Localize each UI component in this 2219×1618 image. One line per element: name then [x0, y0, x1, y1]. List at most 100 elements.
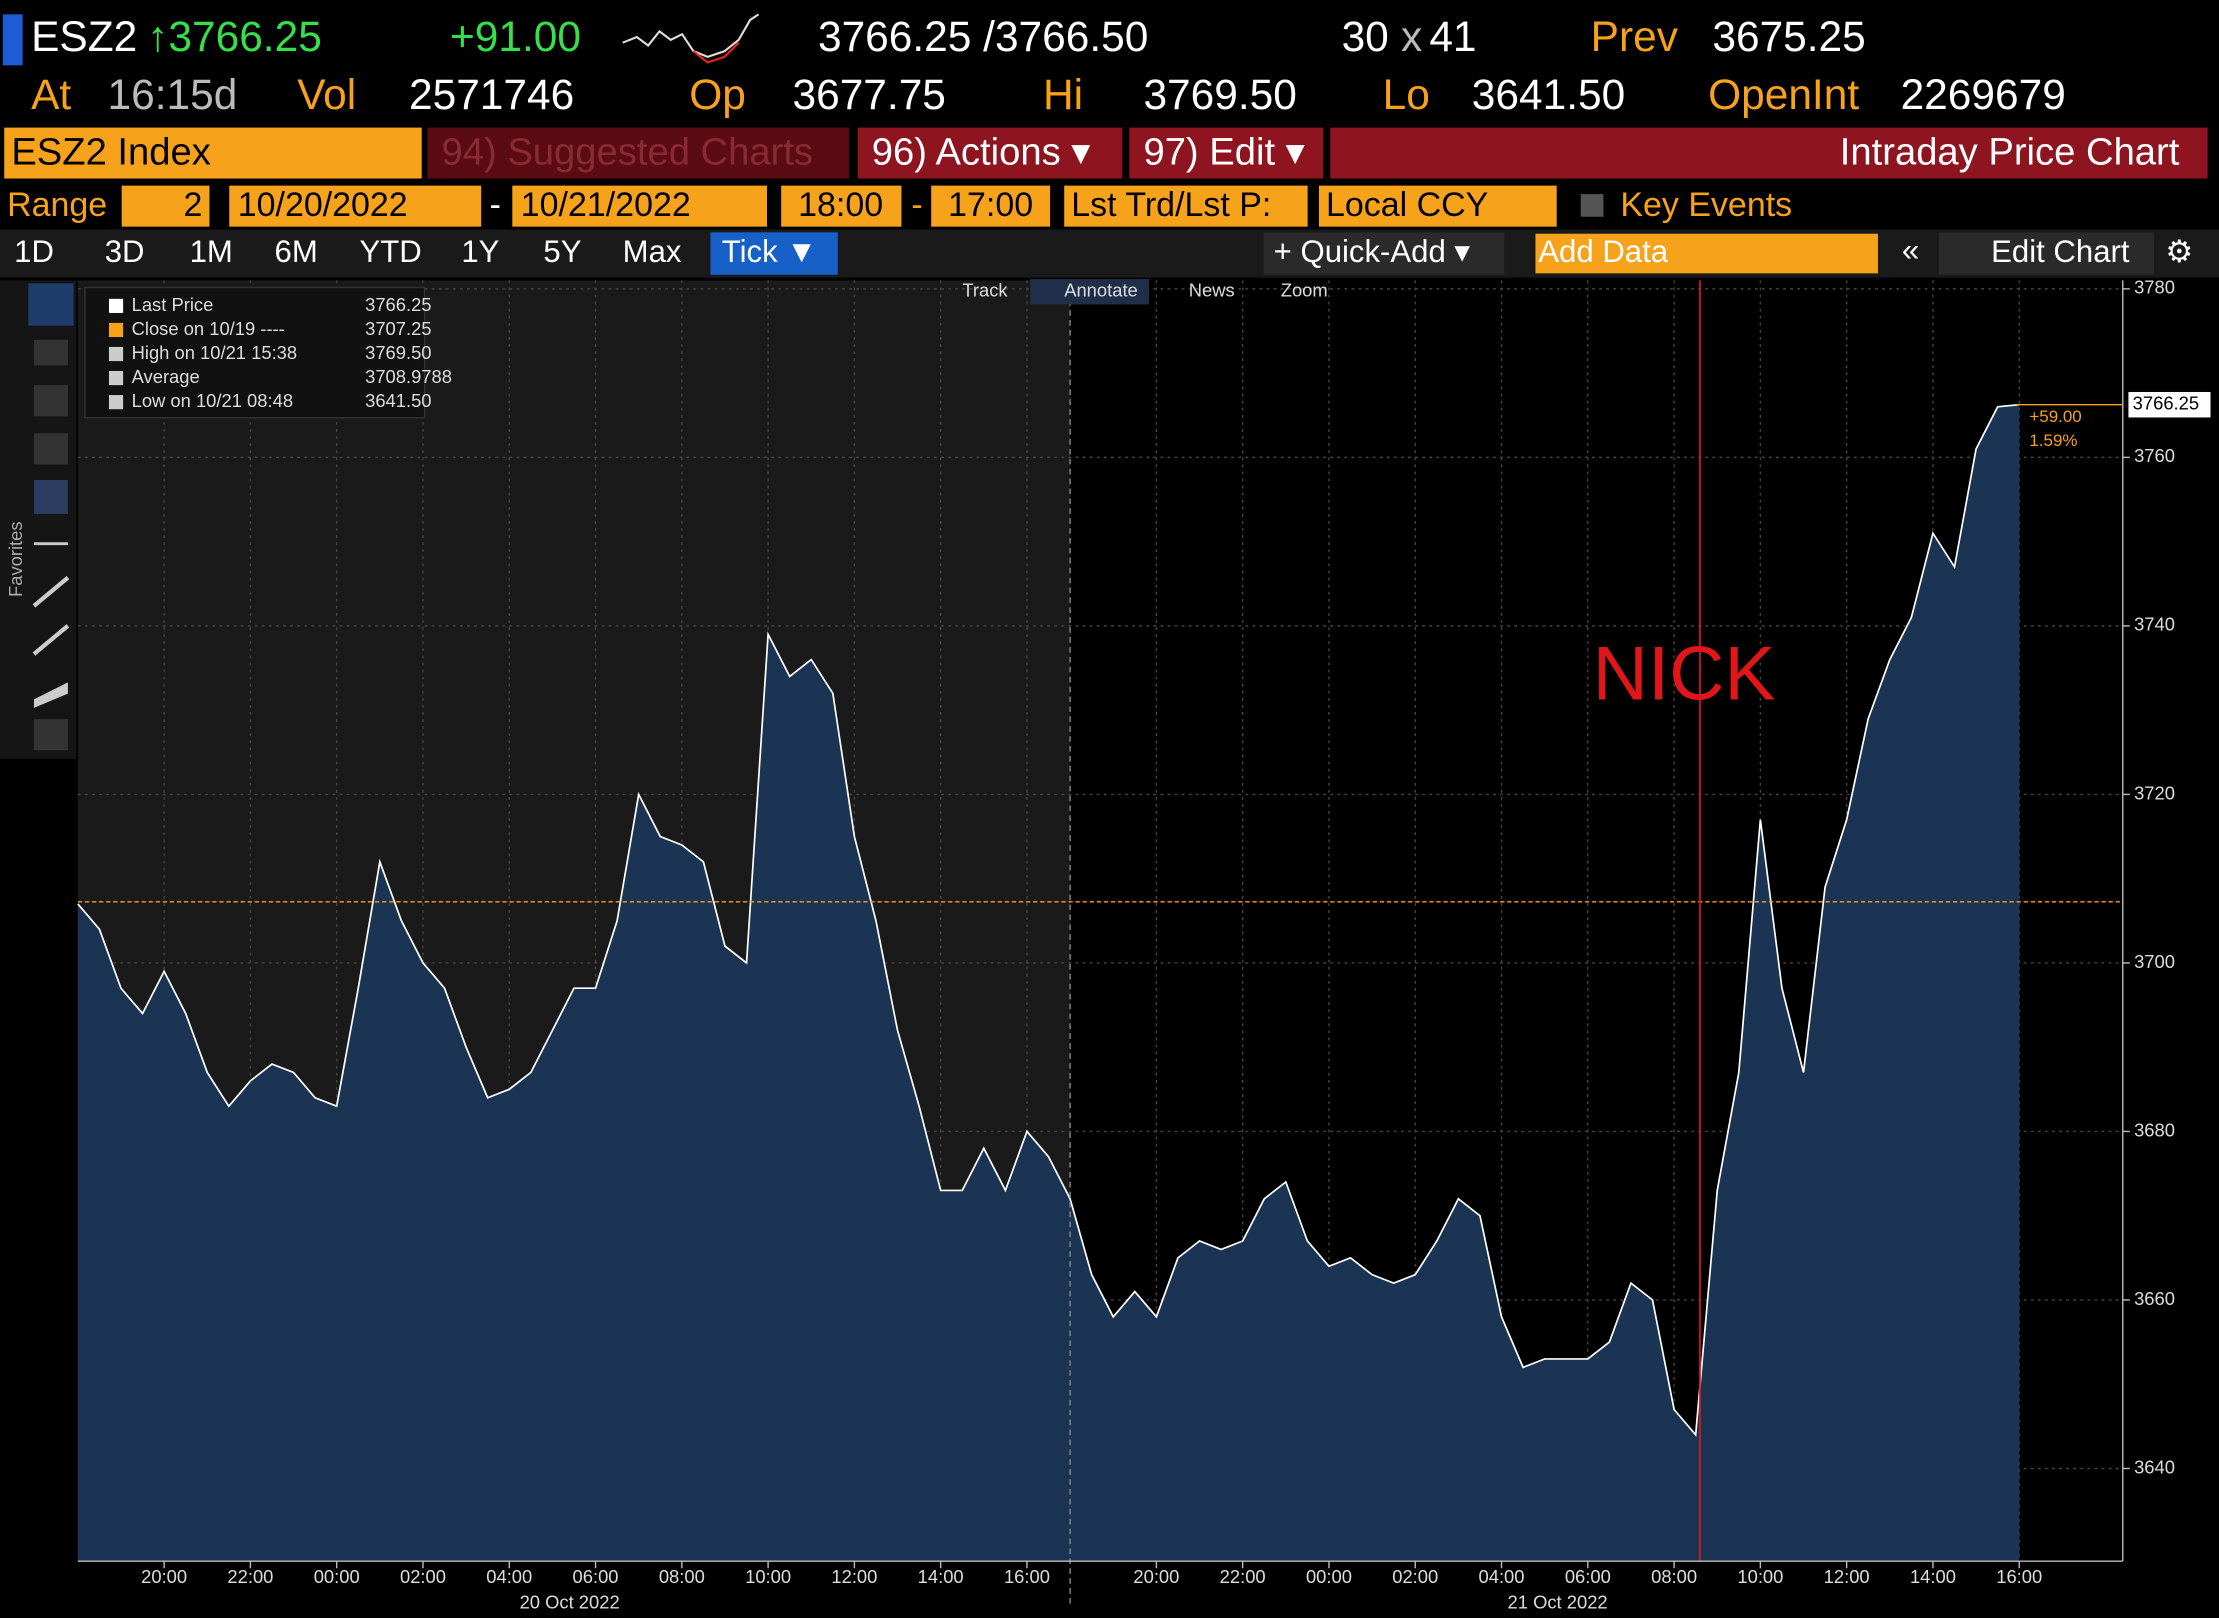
change-tag: +59.00	[2029, 407, 2081, 426]
range-label: Range	[7, 186, 107, 224]
tool-text[interactable]	[33, 479, 68, 514]
y-tick-label: 3720	[2134, 782, 2175, 803]
settings[interactable]: ⚙	[2165, 234, 2193, 269]
period-button[interactable]: 1D	[14, 234, 54, 269]
tool-dollar[interactable]	[33, 433, 68, 465]
start-time[interactable]: 18:00	[798, 186, 883, 224]
period-button[interactable]: 1M	[190, 234, 233, 269]
actions[interactable]: 96) Actions ▾	[872, 131, 1091, 174]
period-button[interactable]: 5Y	[543, 234, 581, 269]
time-dash: -	[911, 186, 922, 224]
actions-button[interactable]	[857, 127, 1123, 179]
last-price-tag: 3766.25	[2133, 393, 2199, 414]
quick-add-button[interactable]	[1263, 232, 1505, 275]
tool-ray[interactable]	[32, 624, 70, 656]
legend-value: 3769.50	[365, 342, 431, 363]
security-box[interactable]	[4, 127, 422, 179]
field[interactable]: Lst Trd/Lst P:	[1071, 186, 1271, 224]
security[interactable]: ESZ2 Index	[11, 131, 211, 174]
period-button[interactable]: 1Y	[461, 234, 499, 269]
currency-box[interactable]	[1318, 185, 1557, 227]
chart-tab[interactable]: Track	[962, 280, 1008, 301]
collapse[interactable]: «	[1902, 232, 1919, 267]
x-tick-label: 10:00	[745, 1566, 791, 1587]
tool-pct[interactable]	[33, 385, 68, 417]
x-tick-label: 06:00	[1565, 1566, 1611, 1587]
page-title: Intraday Price Chart	[1840, 131, 2180, 174]
prev-value: 3675.25	[1712, 13, 1865, 60]
x-tick-label: 12:00	[1824, 1566, 1870, 1587]
start-date[interactable]: 10/20/2022	[238, 186, 408, 224]
key-events-checkbox[interactable]	[1580, 194, 1604, 217]
range-count[interactable]: 2	[183, 186, 202, 224]
key-events[interactable]: Key Events	[1620, 186, 1792, 224]
period-button[interactable]: Tick ▼	[722, 234, 817, 269]
period-active[interactable]	[710, 232, 838, 275]
period-button[interactable]: YTD	[359, 234, 421, 269]
add-data-box[interactable]	[1535, 233, 1878, 274]
last-price-tag-box	[2128, 391, 2211, 418]
end-time-box[interactable]	[931, 185, 1051, 227]
y-tick-label: 3760	[2134, 445, 2175, 466]
edit-chart[interactable]: Edit Chart	[1991, 234, 2130, 269]
change-pct-tag: 1.59%	[2029, 431, 2077, 450]
end-date-box[interactable]	[512, 185, 768, 227]
net-change: +91.00	[450, 13, 581, 60]
sparkline-down	[692, 41, 740, 64]
last-price: ↑3766.25	[147, 13, 322, 60]
date-dash: -	[490, 186, 501, 224]
x-tick-label: 08:00	[1651, 1566, 1697, 1587]
edit-chart-button[interactable]	[1938, 232, 2154, 275]
chart-tab[interactable]: Zoom	[1281, 280, 1328, 301]
chart-tab[interactable]: Annotate	[1064, 280, 1138, 301]
x-tick-label: 14:00	[918, 1566, 964, 1587]
period-button[interactable]: 3D	[105, 234, 145, 269]
start-time-box[interactable]	[781, 185, 902, 227]
period-buttons: 1D 3D 1M 6M YTD 1Y 5Y Max Tick ▼	[14, 232, 838, 275]
legend-name: Close on 10/19 ----	[132, 318, 285, 339]
suggested-button[interactable]	[427, 127, 850, 179]
lo-label: Lo	[1383, 71, 1430, 118]
hi-label: Hi	[1043, 71, 1083, 118]
add-data[interactable]: Add Data	[1538, 234, 1668, 269]
chart-tab[interactable]: News	[1189, 280, 1235, 301]
size-separator: x	[1401, 13, 1422, 60]
at-label: At	[31, 71, 71, 118]
quick-add[interactable]: + Quick-Add ▾	[1274, 234, 1471, 269]
suggested[interactable]: 94) Suggested Charts	[442, 131, 814, 174]
y-tick-label: 3640	[2134, 1456, 2175, 1477]
annotation: NICK	[1593, 632, 1776, 717]
prev-label: Prev	[1591, 13, 1679, 60]
field-box[interactable]	[1064, 185, 1308, 227]
legend-swatch	[108, 395, 124, 410]
period-bar	[0, 229, 2219, 278]
tool-pen[interactable]	[33, 339, 68, 366]
op-value: 3677.75	[793, 71, 946, 118]
edit[interactable]: 97) Edit ▾	[1143, 131, 1304, 174]
tab-active[interactable]	[1030, 279, 1150, 305]
legend-value: 3766.25	[365, 294, 431, 315]
start-date-box[interactable]	[229, 185, 482, 227]
edit-button[interactable]	[1129, 127, 1324, 179]
bid-size: 30	[1342, 13, 1389, 60]
sparkline	[622, 13, 760, 58]
x-tick-label: 16:00	[1996, 1566, 2042, 1587]
tool-select[interactable]	[28, 283, 74, 326]
favorites[interactable]: Favorites	[5, 521, 26, 597]
range-count-box[interactable]	[121, 185, 210, 227]
period-button[interactable]: Max	[623, 234, 682, 269]
period-button[interactable]: 6M	[275, 234, 318, 269]
end-date[interactable]: 10/21/2022	[521, 186, 691, 224]
end-time[interactable]: 17:00	[948, 186, 1033, 224]
x-tick-label: 06:00	[573, 1566, 619, 1587]
tool-channel[interactable]	[33, 682, 68, 708]
ticker-flag	[2, 14, 23, 66]
legend-swatch	[108, 346, 124, 362]
x-tick-label: 14:00	[1910, 1566, 1956, 1587]
x-tick-label: 20:00	[1133, 1566, 1179, 1587]
currency[interactable]: Local CCY	[1326, 186, 1488, 224]
tool-trend[interactable]	[32, 575, 70, 608]
tool-r[interactable]	[33, 719, 68, 751]
